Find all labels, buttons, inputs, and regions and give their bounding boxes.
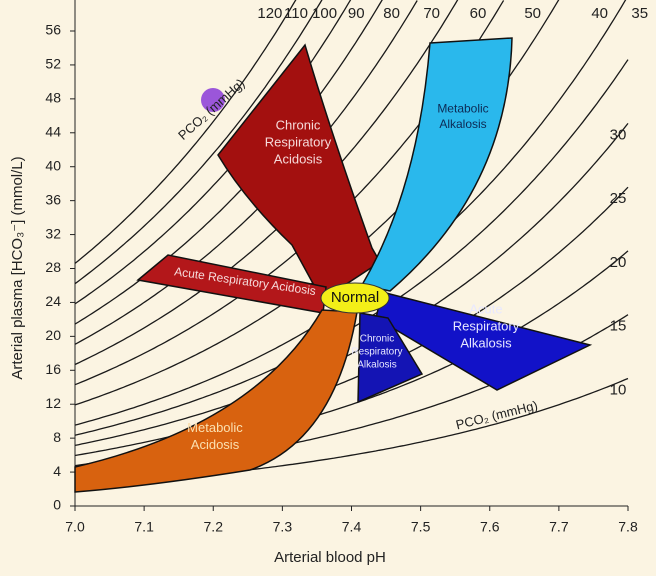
- x-tick-label: 7.4: [342, 519, 362, 535]
- y-tick-label: 40: [45, 157, 61, 173]
- y-tick-label: 20: [45, 327, 61, 343]
- y-tick-label: 44: [45, 123, 61, 139]
- y-tick-label: 0: [53, 497, 61, 513]
- region-label: Acute: [469, 302, 502, 317]
- x-tick-label: 7.8: [618, 519, 638, 535]
- isopleth: [74, 0, 459, 366]
- x-axis-label: Arterial blood pH: [274, 549, 386, 566]
- isopleth-label: 10: [610, 381, 627, 398]
- region-label: Respiratory: [453, 318, 520, 333]
- region-label: Respiratory: [265, 134, 332, 149]
- y-tick-label: 32: [45, 225, 61, 241]
- x-tick-label: 7.6: [480, 519, 500, 535]
- x-tick-label: 7.5: [411, 519, 431, 535]
- isopleth: [74, 0, 297, 264]
- y-tick-label: 56: [45, 22, 61, 38]
- isopleth: [74, 0, 383, 325]
- region-label: Acidosis: [191, 437, 240, 452]
- isopleth-label: 40: [591, 5, 608, 22]
- metabolic-alkalosis: [360, 37, 513, 292]
- isopleth-label: 60: [470, 5, 487, 22]
- isopleth-label: 70: [423, 5, 440, 22]
- isopleth: [74, 122, 629, 447]
- isopleth: [74, 0, 418, 345]
- x-tick-label: 7.0: [65, 519, 85, 535]
- y-tick-label: 24: [45, 293, 61, 309]
- region-label: Acidosis: [274, 151, 323, 166]
- chronic-respiratory-acidosis: [217, 43, 382, 302]
- region-label: Respiratory: [351, 347, 402, 358]
- x-tick-label: 7.2: [204, 519, 224, 535]
- region-label: Metabolic: [437, 101, 488, 115]
- region-label: Chronic: [360, 334, 394, 345]
- isopleth-label: 15: [610, 318, 627, 335]
- chronic-respiratory-alkalosis: [357, 312, 424, 404]
- isopleth-label: 20: [610, 254, 627, 271]
- isopleth-label: 100: [312, 5, 337, 22]
- x-tick-label: 7.7: [549, 519, 569, 535]
- x-tick-label: 7.3: [273, 519, 293, 535]
- isopleth-label: 80: [383, 5, 400, 22]
- region-label: Alkalosis: [460, 335, 512, 350]
- metabolic-acidosis: [74, 309, 358, 493]
- normal: [320, 282, 390, 314]
- region-label: Normal: [331, 289, 379, 306]
- region-label: Alkalosis: [357, 360, 396, 371]
- isopleth: [74, 0, 323, 285]
- region-label: Metabolic: [187, 420, 243, 435]
- isopleth-label: 90: [348, 5, 365, 22]
- isopleth-label: 50: [524, 5, 541, 22]
- isopleth-label: 25: [610, 190, 627, 207]
- region-label: Chronic: [276, 118, 321, 133]
- y-tick-label: 12: [45, 395, 61, 411]
- x-tick-label: 7.1: [134, 519, 154, 535]
- y-tick-label: 48: [45, 90, 61, 106]
- isopleth-label: 30: [610, 126, 627, 143]
- y-tick-label: 28: [45, 259, 61, 275]
- y-axis-label: Arterial plasma [HCO₃⁻] (mmol/L): [9, 156, 26, 379]
- marker-dot: [201, 88, 225, 112]
- y-tick-label: 8: [53, 429, 61, 445]
- region-label: Alkalosis: [439, 117, 486, 131]
- y-tick-label: 52: [45, 56, 61, 72]
- y-tick-label: 4: [53, 463, 61, 479]
- y-tick-label: 16: [45, 361, 61, 377]
- isopleth-label: 120: [257, 5, 282, 22]
- y-tick-label: 36: [45, 191, 61, 207]
- isopleth-label: 110: [284, 5, 308, 22]
- acute-respiratory-acidosis: [136, 254, 327, 314]
- isopleth-label: 35: [631, 5, 648, 22]
